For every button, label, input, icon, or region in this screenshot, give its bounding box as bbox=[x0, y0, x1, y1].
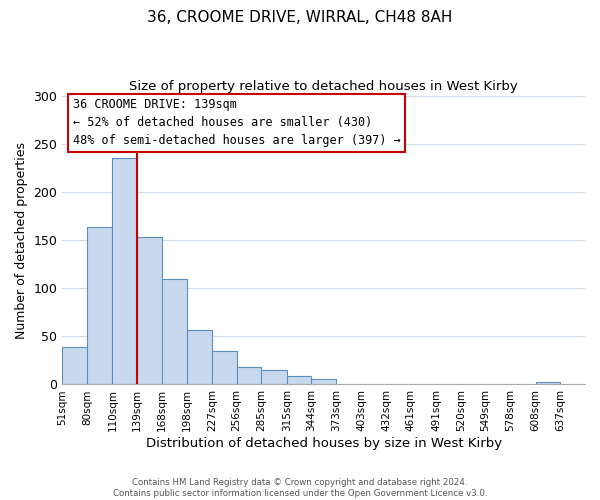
X-axis label: Distribution of detached houses by size in West Kirby: Distribution of detached houses by size … bbox=[146, 437, 502, 450]
Bar bbox=[311, 378, 336, 384]
Bar bbox=[62, 347, 87, 385]
Bar bbox=[536, 382, 560, 384]
Bar bbox=[162, 278, 187, 384]
Bar bbox=[212, 351, 236, 384]
Bar bbox=[112, 158, 137, 384]
Bar bbox=[236, 367, 261, 384]
Bar bbox=[187, 330, 212, 384]
Text: 36 CROOME DRIVE: 139sqm
← 52% of detached houses are smaller (430)
48% of semi-d: 36 CROOME DRIVE: 139sqm ← 52% of detache… bbox=[73, 98, 400, 148]
Bar bbox=[287, 376, 311, 384]
Title: Size of property relative to detached houses in West Kirby: Size of property relative to detached ho… bbox=[129, 80, 518, 93]
Text: 36, CROOME DRIVE, WIRRAL, CH48 8AH: 36, CROOME DRIVE, WIRRAL, CH48 8AH bbox=[148, 10, 452, 25]
Bar bbox=[261, 370, 287, 384]
Text: Contains HM Land Registry data © Crown copyright and database right 2024.
Contai: Contains HM Land Registry data © Crown c… bbox=[113, 478, 487, 498]
Y-axis label: Number of detached properties: Number of detached properties bbox=[15, 142, 28, 338]
Bar bbox=[87, 228, 112, 384]
Bar bbox=[137, 237, 162, 384]
